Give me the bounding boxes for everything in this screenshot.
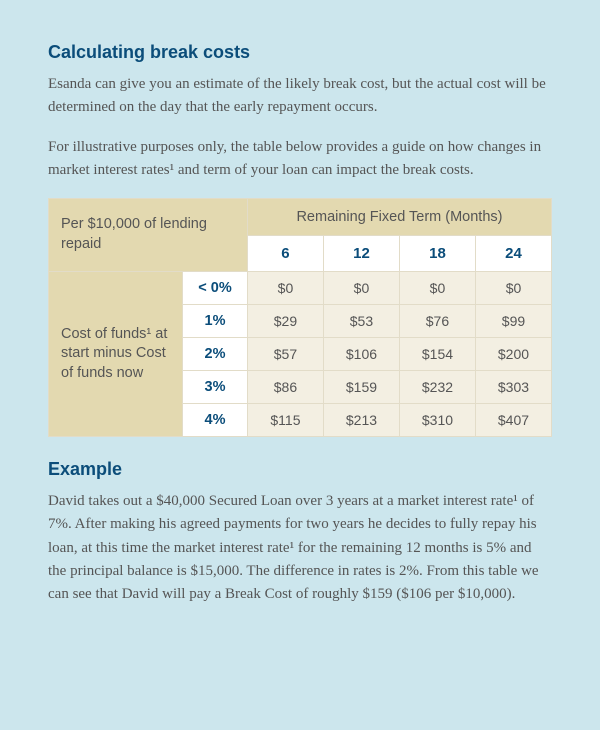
rate-cell: 2% [183, 338, 248, 371]
value-cell: $53 [323, 305, 399, 338]
table-corner-label: Per $10,000 of lending repaid [49, 199, 248, 272]
value-cell: $0 [247, 272, 323, 305]
value-cell: $200 [475, 338, 551, 371]
term-header: 12 [323, 236, 399, 272]
value-cell: $86 [247, 371, 323, 404]
value-cell: $154 [399, 338, 475, 371]
value-cell: $0 [399, 272, 475, 305]
value-cell: $0 [475, 272, 551, 305]
rate-cell: < 0% [183, 272, 248, 305]
value-cell: $232 [399, 371, 475, 404]
value-cell: $310 [399, 404, 475, 437]
break-cost-table: Per $10,000 of lending repaid Remaining … [48, 198, 552, 437]
intro-paragraph-2: For illustrative purposes only, the tabl… [48, 136, 552, 183]
section-title-break-costs: Calculating break costs [48, 42, 552, 63]
table-top-header: Remaining Fixed Term (Months) [247, 199, 551, 236]
value-cell: $99 [475, 305, 551, 338]
rate-cell: 4% [183, 404, 248, 437]
rate-cell: 1% [183, 305, 248, 338]
value-cell: $29 [247, 305, 323, 338]
rate-cell: 3% [183, 371, 248, 404]
term-header: 24 [475, 236, 551, 272]
value-cell: $213 [323, 404, 399, 437]
value-cell: $159 [323, 371, 399, 404]
table-row-label: Cost of funds¹ at start minus Cost of fu… [49, 272, 183, 437]
term-header: 18 [399, 236, 475, 272]
section-title-example: Example [48, 459, 552, 480]
value-cell: $303 [475, 371, 551, 404]
value-cell: $115 [247, 404, 323, 437]
intro-paragraph-1: Esanda can give you an estimate of the l… [48, 73, 552, 120]
value-cell: $57 [247, 338, 323, 371]
example-paragraph: David takes out a $40,000 Secured Loan o… [48, 490, 552, 606]
value-cell: $0 [323, 272, 399, 305]
value-cell: $407 [475, 404, 551, 437]
value-cell: $106 [323, 338, 399, 371]
term-header: 6 [247, 236, 323, 272]
value-cell: $76 [399, 305, 475, 338]
